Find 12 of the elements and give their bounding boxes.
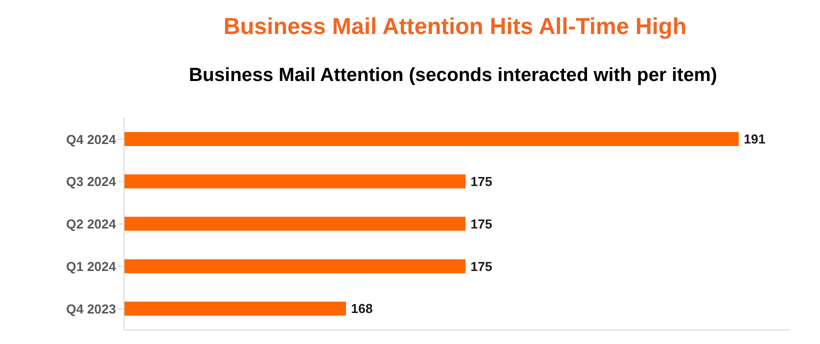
data-label: 175 bbox=[470, 174, 492, 190]
chart-title: Business Mail Attention Hits All-Time High bbox=[222, 12, 688, 41]
y-tick-label: Q2 2024 bbox=[66, 216, 117, 232]
y-tick-label: Q4 2024 bbox=[66, 132, 117, 147]
chart-subtitle: Business Mail Attention (seconds interacted with per item) bbox=[188, 64, 718, 88]
data-label: 191 bbox=[744, 132, 766, 147]
data-label: 168 bbox=[351, 301, 373, 316]
y-tick-label: Q1 2024 bbox=[66, 259, 117, 274]
data-label: 175 bbox=[470, 258, 492, 274]
y-tick-label: Q4 2023 bbox=[66, 301, 116, 316]
data-label: 175 bbox=[470, 216, 492, 232]
y-tick-label: Q3 2024 bbox=[66, 174, 117, 190]
